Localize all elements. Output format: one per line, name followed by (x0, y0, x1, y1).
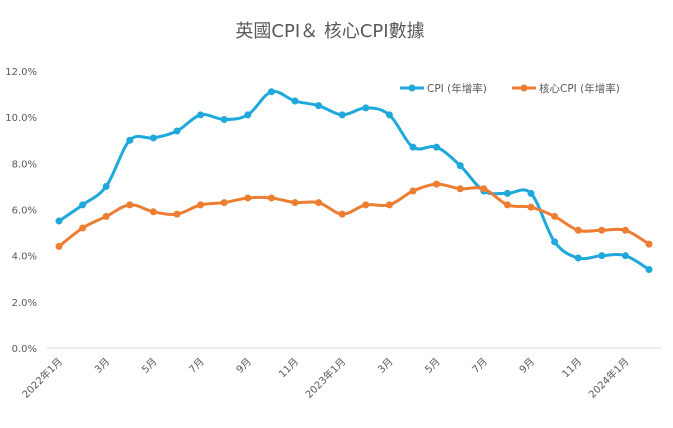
data-point (55, 242, 63, 250)
data-point (315, 199, 323, 207)
y-tick-label: 12.0% (5, 67, 37, 78)
y-tick-label: 4.0% (12, 252, 37, 263)
data-point (291, 97, 299, 105)
data-point (220, 199, 228, 207)
data-point (338, 210, 346, 218)
data-point (551, 212, 559, 220)
data-point (598, 252, 606, 260)
data-point (362, 201, 370, 209)
x-tick-label: 2024年1月 (586, 355, 632, 401)
data-point (621, 226, 629, 234)
data-point (574, 226, 582, 234)
y-tick-label: 8.0% (12, 159, 37, 170)
data-point (551, 238, 559, 246)
series-line-0 (58, 89, 650, 271)
x-tick-label: 9月 (517, 356, 537, 376)
data-point (173, 210, 181, 218)
x-tick-label: 5月 (423, 356, 443, 376)
plot-area (55, 88, 653, 274)
data-point (598, 226, 606, 234)
data-point (527, 203, 535, 211)
data-point (244, 194, 252, 202)
data-point (456, 162, 464, 170)
legend-marker (408, 84, 416, 92)
chart-title: 英國CPI＆ 核心CPI數據 (235, 21, 424, 42)
y-tick-label: 2.0% (12, 298, 37, 309)
data-point (338, 111, 346, 119)
data-point (197, 201, 205, 209)
data-point (433, 180, 441, 188)
data-point (55, 217, 63, 225)
data-point (102, 212, 110, 220)
data-point (173, 127, 181, 135)
data-point (197, 111, 205, 119)
data-point (574, 254, 582, 262)
data-point (621, 252, 629, 260)
data-point (267, 88, 275, 96)
x-axis: 2022年1月 3月 5月 7月 9月 11月 2023年1月 3月 5月 7月 9月 11月 2024… (19, 347, 661, 401)
data-point (291, 199, 299, 207)
legend-marker (520, 84, 528, 92)
x-tick-label: 3月 (92, 356, 112, 376)
x-tick-label: 5月 (139, 356, 159, 376)
data-point (385, 201, 393, 209)
data-point (362, 104, 370, 112)
data-point (480, 185, 488, 193)
data-point (102, 182, 110, 190)
data-point (315, 102, 323, 110)
data-point (267, 194, 275, 202)
y-tick-label: 6.0% (12, 206, 37, 217)
x-tick-label: 11月 (277, 356, 302, 381)
x-tick-label: 2022年1月 (19, 355, 65, 401)
data-point (527, 189, 535, 197)
data-point (385, 111, 393, 119)
x-tick-label: 2023年1月 (302, 355, 348, 401)
legend: CPI (年增率) 核心CPI (年增率) (400, 82, 620, 95)
data-point (503, 189, 511, 197)
legend-label: 核心CPI (年增率) (539, 82, 620, 95)
data-point (409, 187, 417, 195)
data-point (126, 201, 134, 209)
data-point (433, 143, 441, 151)
x-tick-label: 11月 (560, 356, 585, 381)
data-point (456, 185, 464, 193)
data-point (645, 266, 653, 274)
x-tick-label: 3月 (375, 356, 395, 376)
series-line-1 (58, 182, 650, 248)
data-point (126, 136, 134, 144)
y-tick-label: 10.0% (5, 113, 37, 124)
data-point (409, 143, 417, 151)
data-point (149, 134, 157, 142)
data-point (220, 115, 228, 123)
data-point (79, 224, 87, 232)
y-tick-label: 0.0% (12, 344, 37, 355)
data-point (149, 208, 157, 216)
legend-label: CPI (年增率) (427, 82, 487, 95)
x-tick-label: 7月 (470, 356, 490, 376)
x-tick-label: 7月 (187, 356, 207, 376)
data-point (244, 111, 252, 119)
y-axis: 0.0% 2.0% 4.0% 6.0% 8.0% 10.0% 12.0% (5, 67, 37, 355)
data-point (645, 240, 653, 248)
data-point (503, 201, 511, 209)
x-tick-label: 9月 (234, 356, 254, 376)
data-point (79, 201, 87, 209)
